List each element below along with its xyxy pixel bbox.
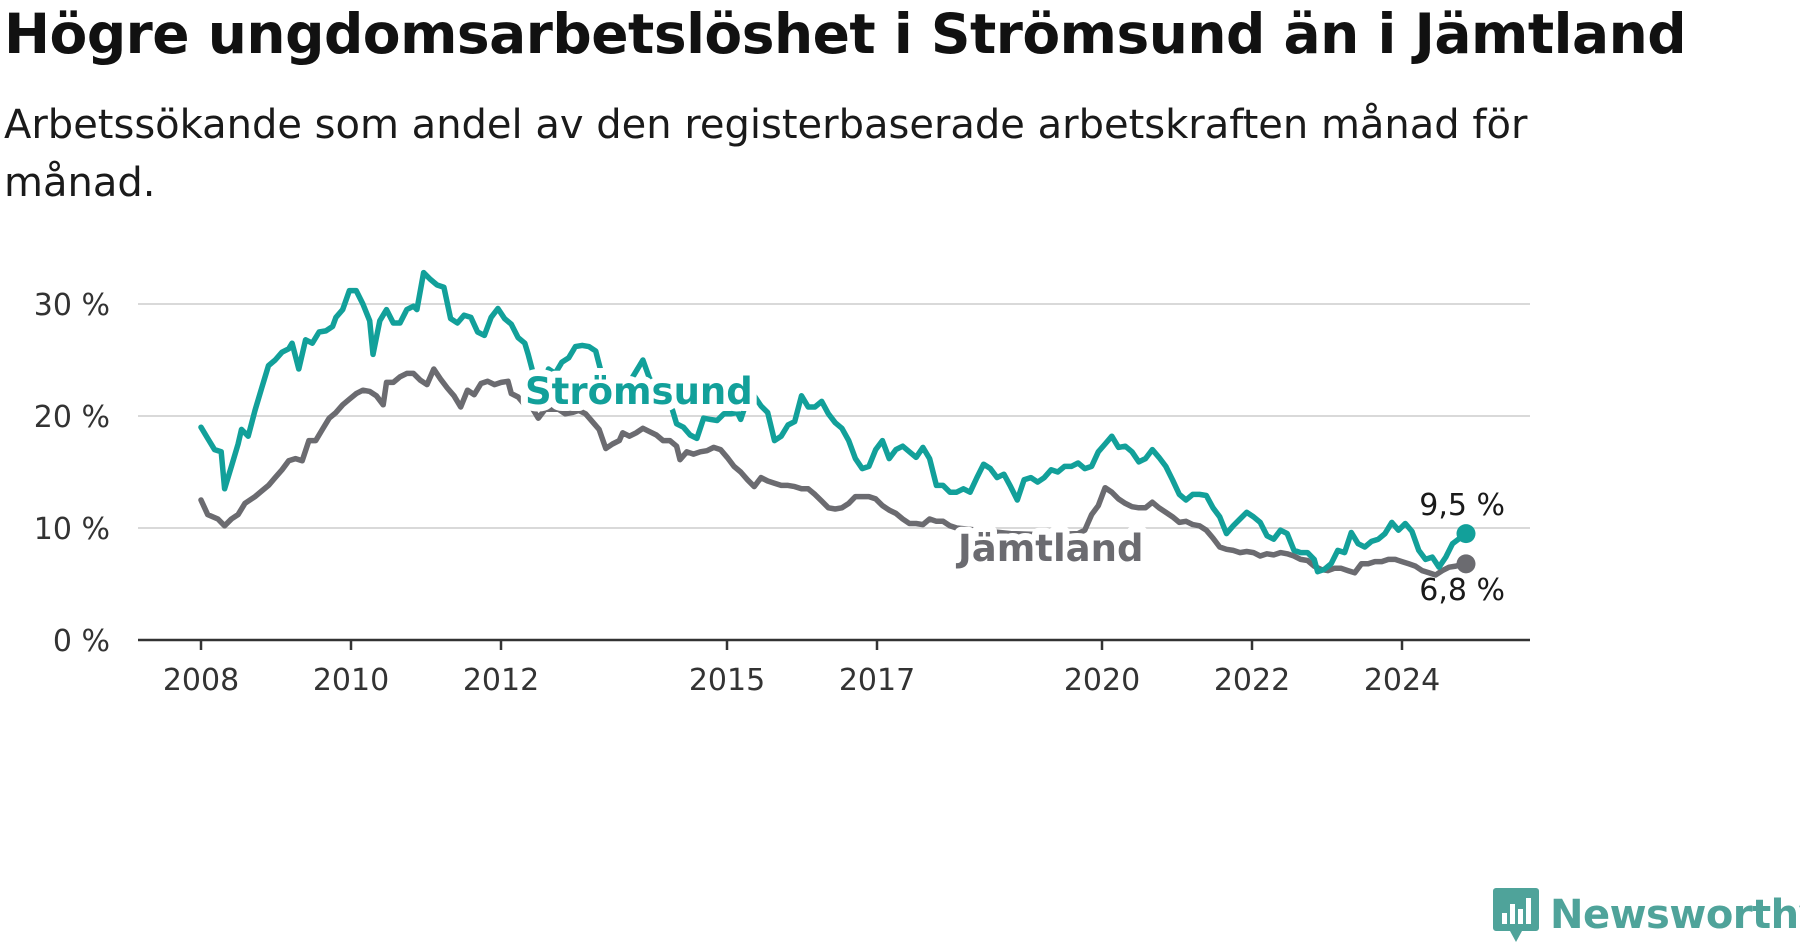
- chart-subtitle: Arbetssökande som andel av den registerb…: [4, 102, 1528, 206]
- newsworthy-logo-icon: [1493, 888, 1539, 942]
- x-tick-label: 2020: [1064, 663, 1140, 698]
- x-tick-label: 2010: [313, 663, 389, 698]
- end-point-jamtland: [1456, 554, 1476, 574]
- y-tick-label: 20 %: [34, 400, 110, 435]
- end-label-stromsund: 9,5 %: [1419, 488, 1505, 523]
- end-label-jamtland: 6,8 %: [1419, 573, 1505, 608]
- series-line-jamtland: [198, 366, 1469, 578]
- series-line-stromsund: [198, 269, 1469, 575]
- x-tick-label: 2015: [689, 663, 765, 698]
- y-tick-label: 10 %: [34, 512, 110, 547]
- series-label-jamtland: Jämtland: [955, 527, 1143, 570]
- y-tick-label: 30 %: [34, 288, 110, 323]
- axes: 0 % 10 % 20 % 30 % 2008 2010 2012 2015 2017 2020 2…: [34, 288, 1530, 698]
- series-label-stromsund: Strömsund: [525, 370, 753, 413]
- x-tick-label: 2012: [463, 663, 539, 698]
- end-point-stromsund: [1456, 524, 1476, 544]
- brand-logo: Newsworthy: [1492, 886, 1800, 944]
- chart-title: Högre ungdomsarbetslöshet i Strömsund än…: [4, 2, 1687, 66]
- x-tick-label: 2017: [839, 663, 915, 698]
- x-tick-label: 2024: [1364, 663, 1440, 698]
- gridlines: [138, 303, 1530, 529]
- series-lines: [198, 269, 1476, 578]
- labels: Strömsund Jämtland 9,5 % 6,8 %: [518, 363, 1505, 608]
- brand-name: Newsworthy: [1550, 892, 1800, 938]
- x-tick-label: 2008: [163, 663, 239, 698]
- x-tick-label: 2022: [1214, 663, 1290, 698]
- y-tick-label: 0 %: [53, 624, 110, 659]
